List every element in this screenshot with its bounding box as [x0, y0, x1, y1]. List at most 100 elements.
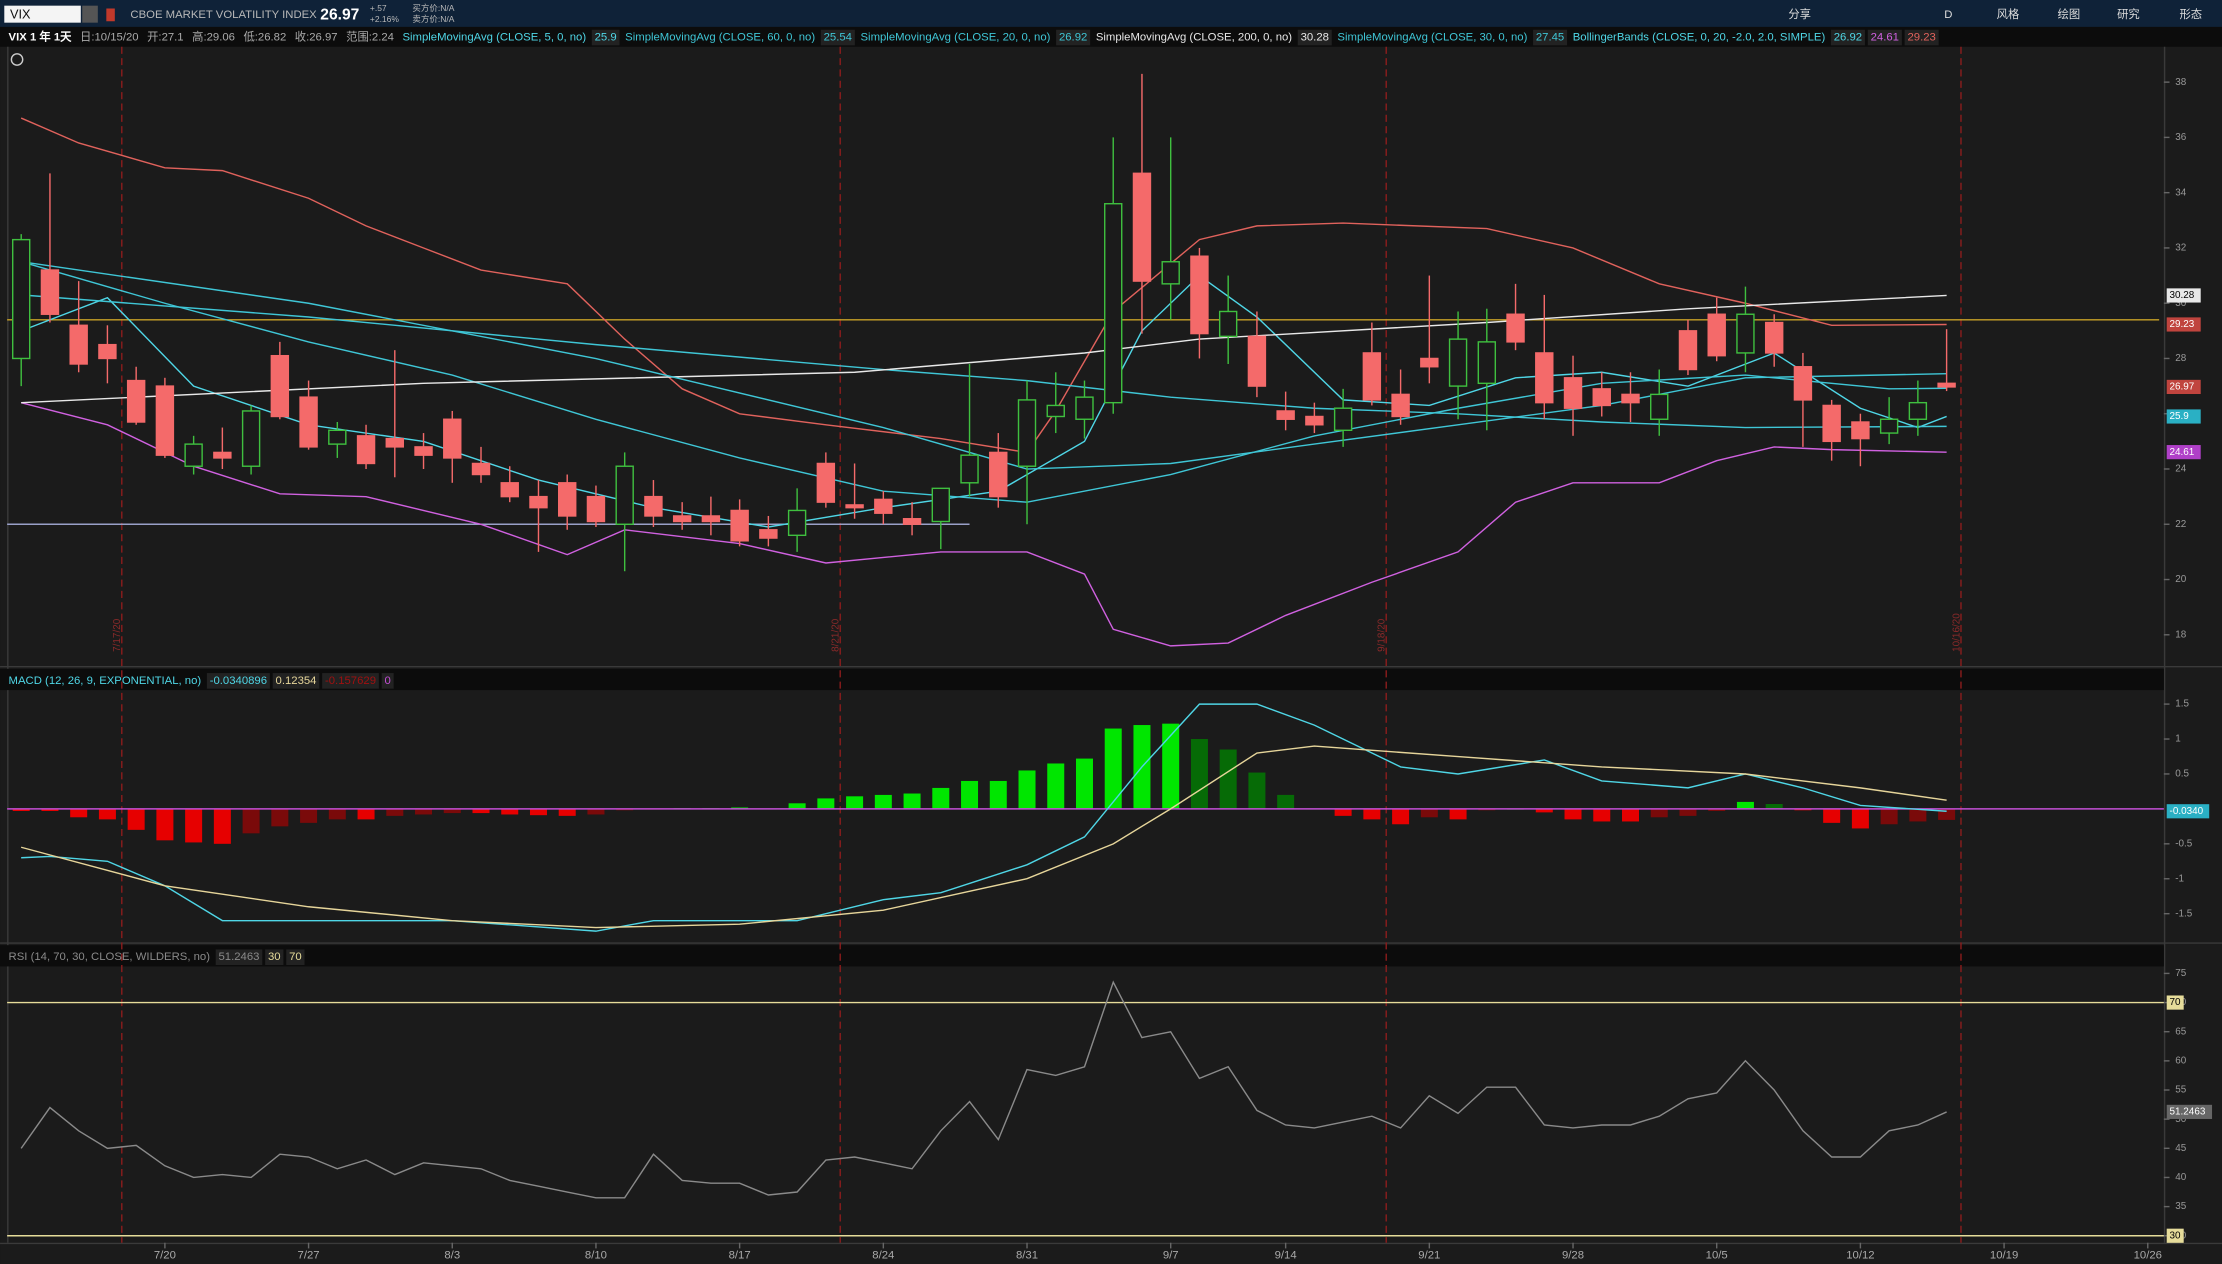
candle-body	[1879, 418, 1899, 434]
rsi-line	[20, 980, 1947, 1199]
candle-body	[69, 324, 88, 365]
macd-bar	[1449, 808, 1467, 820]
y-tick-label: 1.5	[2175, 699, 2189, 710]
candle-body	[241, 410, 261, 467]
x-tick-label: 8/24	[872, 1249, 894, 1261]
macd-bar	[357, 808, 375, 820]
candle-body	[644, 495, 663, 517]
x-tick-label: 9/7	[1163, 1249, 1179, 1261]
header-field: 开:27.1	[147, 32, 184, 44]
y-tick-label: 1	[2175, 734, 2181, 745]
candle-body	[299, 396, 318, 448]
macd-bar	[1650, 808, 1668, 818]
candle-body	[126, 379, 146, 423]
study-value-box	[1867, 29, 1902, 46]
candle-body	[845, 504, 864, 509]
toolbar-button-label: 分享	[1788, 7, 1811, 21]
x-tick-label: 10/5	[1706, 1249, 1728, 1261]
study-value-box	[820, 29, 855, 46]
macd-tag-label: -0.0340	[2170, 806, 2204, 817]
candle-body	[1046, 404, 1065, 418]
change: +.57	[370, 3, 387, 13]
macd-bar	[415, 808, 433, 815]
x-tick-label: 7/27	[298, 1249, 320, 1261]
candle-body	[1362, 352, 1382, 401]
study-label: SimpleMovingAvg (CLOSE, 5, 0, no)	[402, 32, 586, 44]
candle-body	[931, 487, 951, 523]
sma-line	[21, 294, 1947, 429]
y-tick-label: 50	[2175, 1114, 2187, 1125]
x-tick-label: 8/3	[444, 1249, 460, 1261]
price-tag-label: 29.23	[2170, 319, 2195, 330]
macd-bar	[1075, 758, 1093, 809]
macd-bar	[1047, 763, 1065, 809]
y-tick-label: 40	[2175, 1172, 2187, 1183]
toolbar-button-label: 研究	[2117, 7, 2140, 21]
candle-body	[443, 418, 462, 459]
macd-bar	[242, 808, 260, 834]
candle-body	[989, 451, 1008, 498]
link-icon[interactable]	[106, 8, 115, 22]
candle-body	[558, 482, 577, 517]
macd-bar	[300, 808, 318, 823]
candle-body	[155, 385, 175, 456]
rsi-value-box	[215, 949, 263, 966]
header-title: VIX 1 年 1天	[9, 30, 73, 44]
symbol-dropdown[interactable]	[82, 5, 98, 23]
rsi-level-tag	[2166, 995, 2184, 1010]
toolbar-button-label: D	[1944, 9, 1952, 21]
macd-bar	[874, 794, 892, 809]
candle-body	[1305, 415, 1324, 426]
candle-body	[385, 437, 405, 448]
x-tick-label: 8/31	[1016, 1249, 1038, 1261]
candle-body	[1707, 313, 1726, 357]
rsi-level-tag-label: 70	[2170, 997, 2182, 1008]
macd-bar	[1564, 808, 1582, 820]
y-tick-label: 45	[2175, 1143, 2187, 1154]
rsi-overbought-box	[286, 949, 305, 966]
candle-body	[270, 354, 290, 418]
macd-bar	[788, 803, 806, 809]
candle-body	[1218, 310, 1238, 338]
bb-lower	[20, 402, 1947, 647]
y-tick-label: -0.5	[2175, 838, 2193, 849]
sma-line	[21, 261, 1947, 470]
last-price: 26.97	[320, 7, 359, 24]
rsi-oversold-box	[265, 949, 284, 966]
macd-bar	[1420, 808, 1438, 818]
y-tick-label: -1.5	[2175, 908, 2193, 919]
candle-body	[1793, 366, 1813, 401]
candle-body	[1621, 393, 1640, 404]
candle-body	[213, 451, 232, 459]
candle-body	[816, 462, 836, 503]
price-tag	[2166, 409, 2201, 424]
candle-body	[1736, 313, 1755, 354]
candle-body	[1822, 404, 1841, 443]
y-tick-label: -1	[2175, 873, 2184, 884]
candle-body	[586, 495, 606, 523]
y-tick-label: 30	[2175, 298, 2187, 309]
study-value: 26.92	[1059, 32, 1087, 44]
y-tick-label: 65	[2175, 1026, 2187, 1037]
y-tick-label: 0.5	[2175, 769, 2189, 780]
candle-body	[1276, 410, 1295, 420]
study-value-box	[1904, 29, 1939, 46]
macd-diff: -0.157629	[325, 675, 376, 687]
description: CBOE MARKET VOLATILITY INDEX	[130, 9, 317, 21]
candle-body	[356, 435, 376, 465]
info-icon[interactable]	[10, 53, 24, 66]
rsi-value: 51.2463	[219, 951, 260, 963]
macd-bar	[1938, 808, 1956, 820]
symbol-input[interactable]	[4, 5, 81, 23]
candle-body	[500, 482, 519, 498]
bb-upper	[20, 117, 1947, 454]
study-value: 24.61	[1871, 32, 1899, 44]
macd-bar	[587, 808, 605, 815]
candle-body	[759, 529, 778, 539]
header-bar	[0, 26, 2222, 47]
candle-body	[1937, 382, 1956, 388]
study-value-box	[1533, 29, 1568, 46]
study-label: SimpleMovingAvg (CLOSE, 60, 0, no)	[625, 32, 815, 44]
macd-bar	[501, 808, 519, 815]
macd-bar	[1277, 794, 1295, 809]
